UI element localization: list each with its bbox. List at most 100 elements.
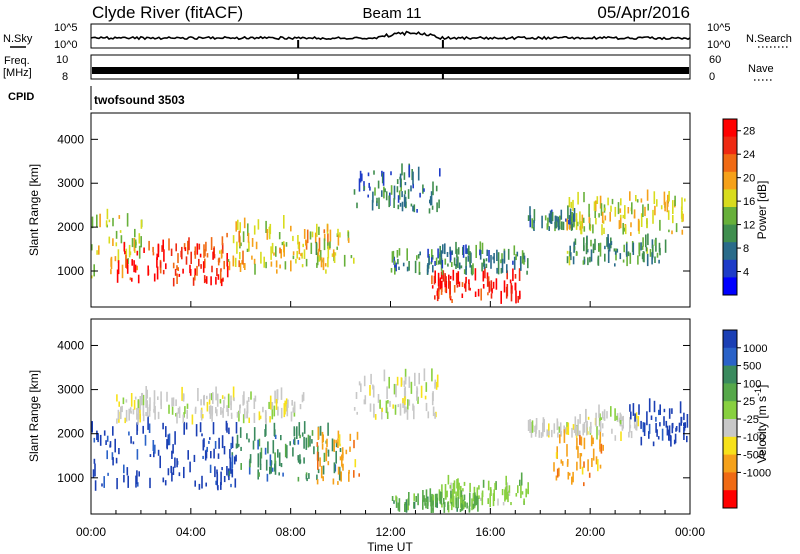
velocity-echo-cell bbox=[614, 408, 616, 421]
power-echo-cell bbox=[239, 222, 241, 233]
velocity-echo-cell bbox=[679, 401, 682, 414]
velocity-colorbar-tick-label-3: 25 bbox=[743, 396, 755, 408]
power-echo-cell bbox=[461, 293, 464, 298]
velocity-echo-cell bbox=[423, 368, 426, 381]
freq-tick-bottom: 8 bbox=[62, 71, 68, 83]
power-echo-cell bbox=[467, 255, 470, 262]
power-echo-cell bbox=[491, 288, 493, 294]
velocity-echo-cell bbox=[436, 497, 438, 508]
power-echo-cell bbox=[566, 218, 568, 231]
power-echo-cell bbox=[492, 281, 495, 289]
power-echo-cell bbox=[479, 241, 482, 255]
velocity-echo-cell bbox=[257, 439, 259, 450]
power-echo-cell bbox=[423, 188, 425, 192]
velocity-echo-cell bbox=[271, 467, 274, 472]
power-echo-cell bbox=[413, 204, 416, 213]
power-echo-cell bbox=[216, 268, 218, 276]
velocity-echo-cell bbox=[327, 422, 329, 436]
velocity-echo-cell bbox=[260, 447, 263, 459]
velocity-echo-cell bbox=[305, 437, 308, 450]
power-echo-cell bbox=[437, 272, 440, 287]
velocity-echo-cell bbox=[306, 478, 308, 482]
velocity-echo-cell bbox=[309, 435, 311, 447]
power-echo-cell bbox=[161, 245, 163, 252]
power-echo-cell bbox=[422, 184, 424, 194]
velocity-echo-cell bbox=[262, 406, 264, 413]
velocity-echo-cell bbox=[372, 385, 375, 398]
velocity-echo-cell bbox=[487, 498, 489, 504]
velocity-echo-cell bbox=[381, 408, 383, 420]
power-echo-cell bbox=[435, 257, 438, 266]
power-echo-cell bbox=[647, 203, 649, 211]
power-echo-cell bbox=[583, 259, 586, 265]
power-echo-cell bbox=[586, 236, 588, 249]
power-echo-cell bbox=[481, 242, 484, 254]
velocity-echo-cell bbox=[575, 425, 578, 436]
power-echo-cell bbox=[398, 190, 401, 200]
power-echo-cell bbox=[637, 255, 639, 265]
power-echo-cell bbox=[658, 242, 661, 253]
power-echo-cell bbox=[426, 265, 429, 275]
velocity-echo-cell bbox=[236, 411, 239, 418]
velocity-echo-cell bbox=[106, 450, 108, 460]
power-echo-cell bbox=[607, 249, 610, 263]
power-echo-cell bbox=[573, 221, 575, 228]
velocity-echo-cell bbox=[235, 443, 238, 449]
velocity-echo-cell bbox=[563, 429, 566, 443]
power-echo-cell bbox=[378, 197, 380, 209]
velocity-echo-cell bbox=[616, 415, 618, 421]
velocity-echo-cell bbox=[602, 444, 604, 451]
power-echo-cell bbox=[381, 190, 383, 197]
velocity-echo-cell bbox=[560, 459, 563, 464]
power-echo-cell bbox=[270, 261, 273, 267]
velocity-echo-cell bbox=[463, 481, 466, 486]
velocity-echo-cell bbox=[103, 476, 105, 488]
power-echo-cell bbox=[469, 287, 471, 291]
velocity-echo-cell bbox=[216, 397, 219, 407]
power-echo-cell bbox=[484, 266, 486, 279]
velocity-echo-cell bbox=[220, 471, 222, 485]
power-echo-cell bbox=[434, 295, 436, 300]
power-echo-cell bbox=[157, 243, 160, 258]
velocity-echo-cell bbox=[579, 460, 582, 469]
velocity-echo-cell bbox=[137, 413, 139, 425]
power-echo-cell bbox=[318, 255, 321, 262]
velocity-echo-cell bbox=[407, 399, 409, 410]
velocity-echo-cell bbox=[301, 394, 304, 403]
power-echo-cell bbox=[431, 275, 433, 285]
power-echo-cell bbox=[347, 231, 350, 241]
velocity-echo-cell bbox=[387, 400, 389, 404]
velocity-echo-cell bbox=[405, 406, 407, 413]
velocity-echo-cell bbox=[171, 397, 173, 407]
velocity-echo-cell bbox=[252, 440, 255, 450]
velocity-echo-cell bbox=[176, 412, 178, 424]
power-echo-cell bbox=[488, 281, 491, 293]
velocity-echo-cell bbox=[453, 480, 456, 494]
power-echo-cell bbox=[598, 213, 600, 218]
power-echo-cell bbox=[613, 248, 616, 252]
power-echo-cell bbox=[217, 274, 220, 280]
power-echo-cell bbox=[295, 258, 297, 264]
velocity-echo-cell bbox=[136, 470, 138, 485]
velocity-echo-cell bbox=[280, 463, 283, 468]
velocity-echo-cell bbox=[235, 454, 237, 462]
power-echo-cell bbox=[133, 238, 136, 252]
velocity-echo-cell bbox=[291, 400, 293, 406]
power-echo-cell bbox=[188, 237, 190, 251]
velocity-echo-cell bbox=[441, 484, 443, 499]
power-echo-cell bbox=[593, 201, 596, 211]
velocity-echo-cell bbox=[289, 441, 291, 446]
velocity-echo-cell bbox=[555, 452, 558, 459]
power-echo-cell bbox=[398, 248, 401, 256]
velocity-echo-cell bbox=[253, 398, 256, 409]
velocity-echo-cell bbox=[146, 389, 148, 399]
velocity-echo-cell bbox=[209, 393, 211, 400]
power-colorbar-swatch bbox=[723, 207, 737, 226]
power-echo-cell bbox=[412, 183, 414, 189]
power-echo-cell bbox=[595, 218, 597, 225]
velocity-echo-cell bbox=[397, 502, 400, 511]
velocity-echo-cell bbox=[459, 489, 462, 499]
velocity-echo-cell bbox=[142, 414, 145, 422]
power-echo-cell bbox=[404, 182, 407, 186]
velocity-echo-cell bbox=[146, 400, 148, 408]
